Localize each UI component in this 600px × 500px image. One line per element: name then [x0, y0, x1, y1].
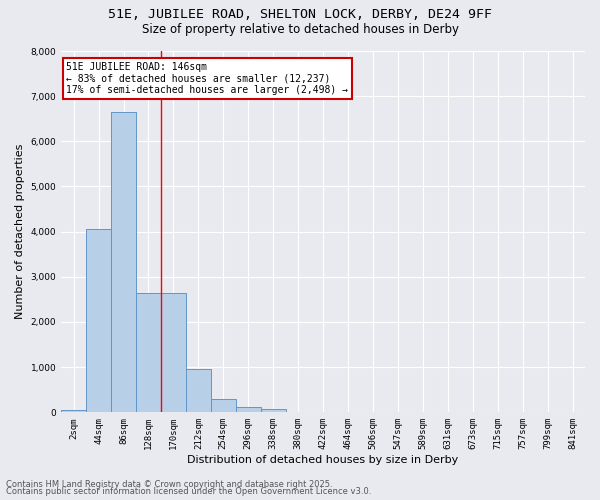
Bar: [211, 398, 236, 412]
Text: Contains public sector information licensed under the Open Government Licence v3: Contains public sector information licen…: [6, 487, 371, 496]
Bar: [161, 292, 186, 412]
X-axis label: Distribution of detached houses by size in Derby: Distribution of detached houses by size …: [187, 455, 459, 465]
Bar: [186, 368, 211, 412]
Text: 51E, JUBILEE ROAD, SHELTON LOCK, DERBY, DE24 9FF: 51E, JUBILEE ROAD, SHELTON LOCK, DERBY, …: [108, 8, 492, 20]
Text: 51E JUBILEE ROAD: 146sqm
← 83% of detached houses are smaller (12,237)
17% of se: 51E JUBILEE ROAD: 146sqm ← 83% of detach…: [67, 62, 349, 95]
Bar: [261, 410, 286, 412]
Text: Size of property relative to detached houses in Derby: Size of property relative to detached ho…: [142, 22, 458, 36]
Y-axis label: Number of detached properties: Number of detached properties: [15, 144, 25, 320]
Text: Contains HM Land Registry data © Crown copyright and database right 2025.: Contains HM Land Registry data © Crown c…: [6, 480, 332, 489]
Bar: [111, 112, 136, 412]
Bar: [61, 410, 86, 412]
Bar: [86, 230, 111, 412]
Bar: [236, 407, 261, 412]
Bar: [136, 292, 161, 412]
